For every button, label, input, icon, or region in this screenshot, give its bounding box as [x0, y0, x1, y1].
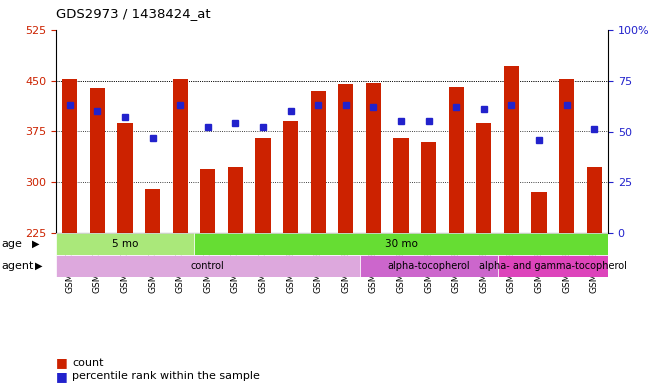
Bar [200, 169, 215, 233]
Text: ▶: ▶ [32, 239, 40, 249]
Bar [393, 138, 409, 233]
Text: alpha- and gamma-tocopherol: alpha- and gamma-tocopherol [479, 261, 627, 271]
Bar [476, 123, 491, 233]
Bar [421, 142, 436, 233]
Text: ▶: ▶ [35, 261, 42, 271]
Bar [90, 88, 105, 233]
Bar [194, 233, 608, 255]
Text: GDS2973 / 1438424_at: GDS2973 / 1438424_at [56, 7, 211, 20]
Bar [311, 91, 326, 233]
Bar [532, 192, 547, 233]
Text: alpha-tocopherol: alpha-tocopherol [387, 261, 470, 271]
Text: count: count [72, 358, 104, 368]
Text: age: age [1, 239, 22, 249]
Bar [366, 83, 381, 233]
Bar [56, 233, 194, 255]
Bar [118, 123, 133, 233]
Bar [255, 137, 270, 233]
Text: ■: ■ [56, 370, 68, 383]
Bar [448, 87, 464, 233]
Text: agent: agent [1, 261, 34, 271]
Bar [504, 66, 519, 233]
Text: 30 mo: 30 mo [385, 239, 417, 249]
Bar [56, 255, 359, 277]
Bar [145, 189, 160, 233]
Bar [338, 84, 354, 233]
Bar [586, 167, 602, 233]
Bar [498, 255, 608, 277]
Bar [62, 79, 77, 233]
Bar [227, 167, 243, 233]
Bar [559, 79, 574, 233]
Bar [283, 121, 298, 233]
Text: control: control [191, 261, 225, 271]
Bar [173, 79, 188, 233]
Bar [359, 255, 498, 277]
Text: percentile rank within the sample: percentile rank within the sample [72, 371, 260, 381]
Text: 5 mo: 5 mo [112, 239, 138, 249]
Text: ■: ■ [56, 356, 68, 369]
